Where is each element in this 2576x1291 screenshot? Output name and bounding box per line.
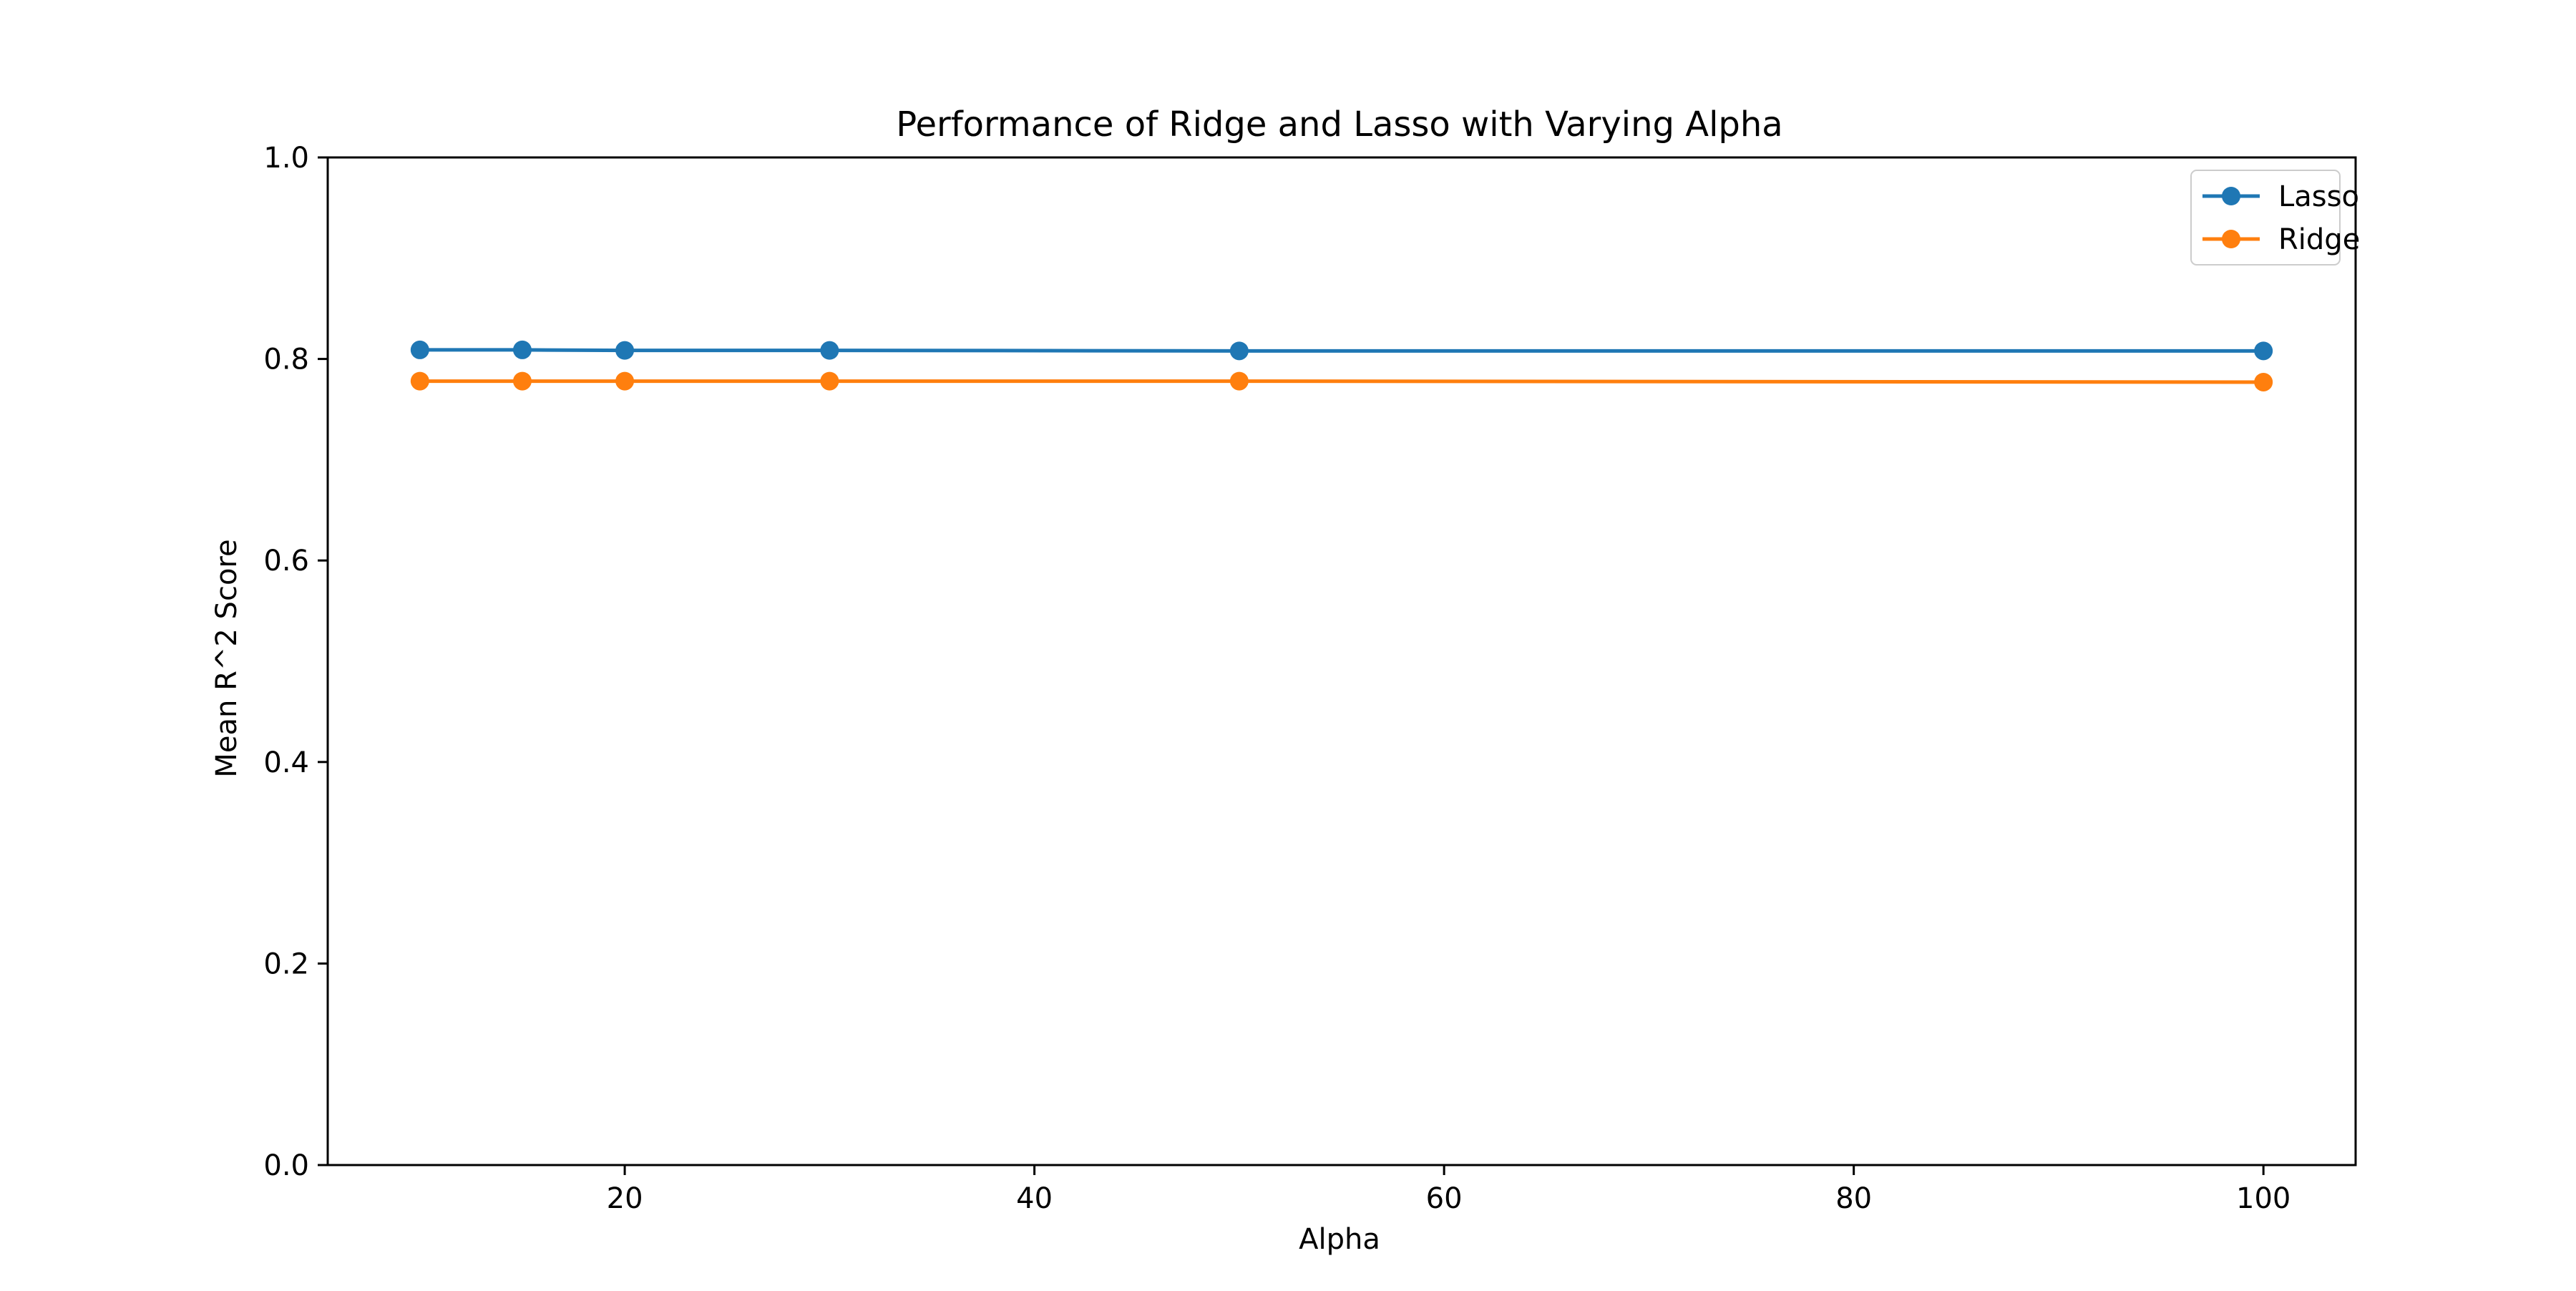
y-tick-label: 1.0	[263, 142, 309, 175]
y-tick-label: 0.4	[263, 746, 309, 779]
data-point-ridge	[1229, 371, 1249, 391]
data-point-ridge	[2254, 372, 2273, 391]
series-layer	[410, 340, 2273, 391]
x-tick-label: 80	[1835, 1182, 1872, 1215]
series-line-lasso	[418, 348, 2265, 353]
legend-item-ridge: Ridge	[2202, 223, 2360, 256]
y-tick-label: 0.0	[263, 1149, 309, 1182]
legend-item-lasso: Lasso	[2202, 180, 2359, 213]
data-point-lasso	[1229, 341, 1249, 361]
x-tick-label: 20	[607, 1182, 643, 1215]
y-tick-label: 0.2	[263, 947, 309, 980]
chart-title: Performance of Ridge and Lasso with Vary…	[896, 104, 1782, 145]
data-point-lasso	[820, 341, 839, 360]
x-axis-label: Alpha	[1299, 1223, 1380, 1256]
series-line-ridge	[418, 379, 2265, 384]
y-tick-label: 0.8	[263, 344, 309, 376]
y-axis: 0.0 0.2 0.4 0.6 0.8 1.0	[263, 142, 328, 1182]
plot-area	[326, 156, 2357, 1166]
plot-frame	[326, 156, 2357, 1166]
legend-marker-ridge	[2222, 230, 2240, 248]
series-lasso	[410, 340, 2273, 361]
y-tick-label: 0.6	[263, 545, 309, 578]
legend-label-lasso: Lasso	[2278, 180, 2359, 213]
data-point-ridge	[410, 371, 429, 391]
x-tick-label: 100	[2236, 1182, 2290, 1215]
series-ridge	[410, 371, 2273, 391]
data-point-ridge	[615, 371, 635, 391]
y-axis-label: Mean R^2 Score	[210, 539, 243, 777]
data-point-lasso	[2254, 341, 2273, 361]
data-point-lasso	[512, 340, 532, 359]
data-point-ridge	[820, 371, 839, 391]
data-point-lasso	[410, 340, 429, 359]
x-tick-label: 60	[1426, 1182, 1463, 1215]
data-point-ridge	[512, 371, 532, 391]
legend-label-ridge: Ridge	[2278, 223, 2360, 256]
x-axis: 20 40 60 80 100	[607, 1165, 2290, 1215]
legend: Lasso Ridge	[2190, 170, 2360, 265]
x-tick-label: 40	[1016, 1182, 1053, 1215]
legend-marker-lasso	[2222, 187, 2240, 205]
data-point-lasso	[615, 341, 635, 360]
